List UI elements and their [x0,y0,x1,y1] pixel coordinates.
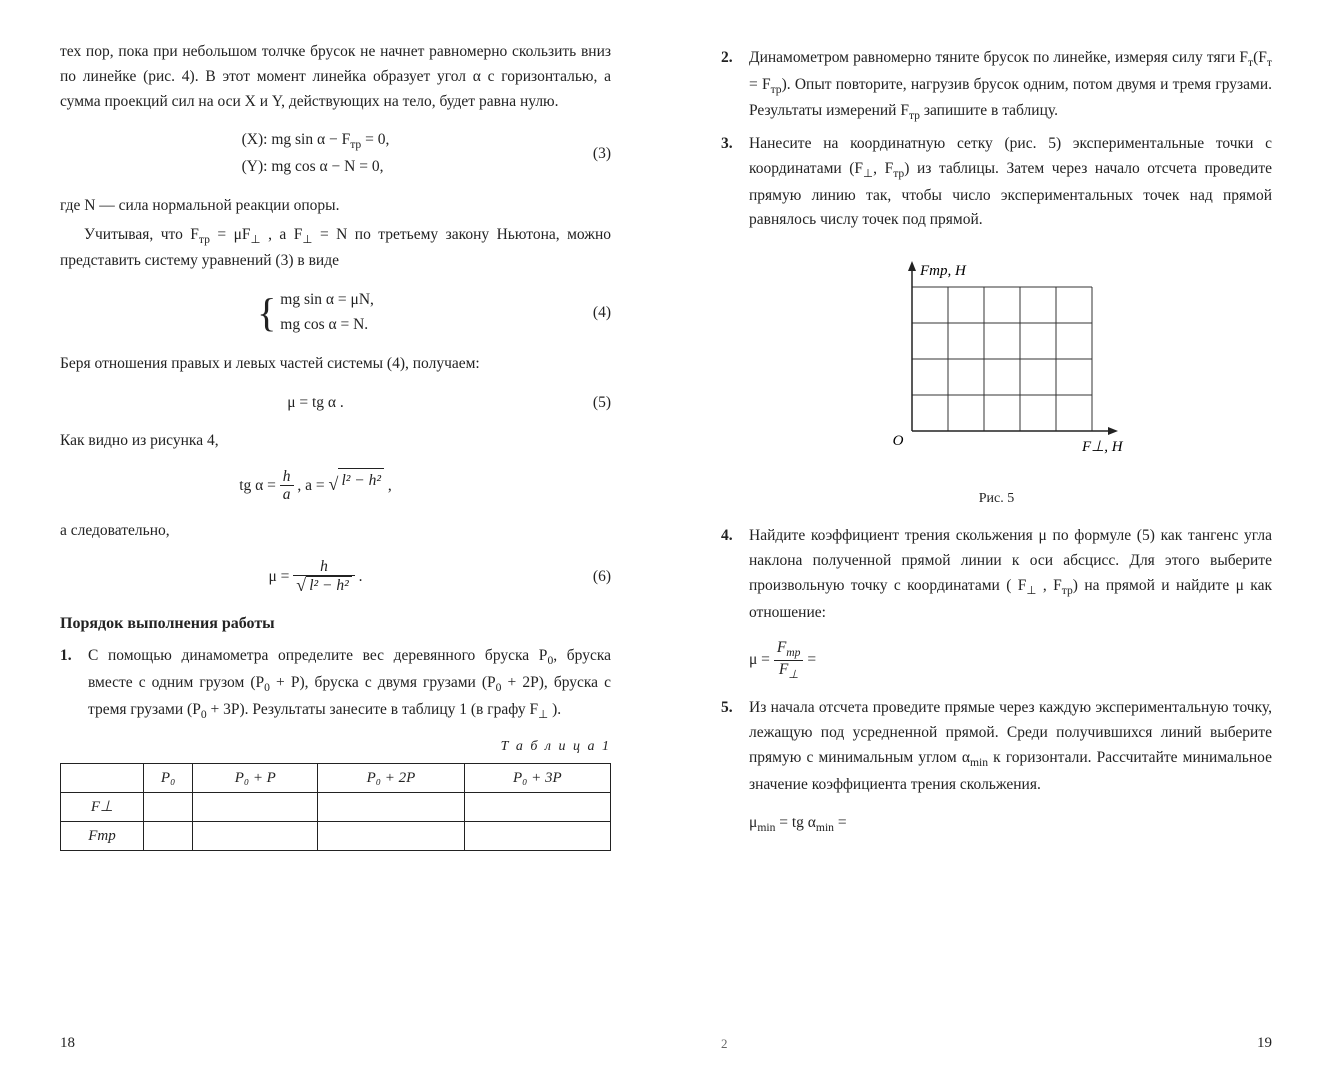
table-row: Fтр [61,821,611,850]
grid-chart: Fтр, Н F⊥, Н O [857,251,1137,471]
eq-text: tg α = [239,477,280,494]
eq-text: , [388,477,392,494]
paragraph: Учитывая, что Fтр = μF⊥ , а F⊥ = N по тр… [60,223,611,274]
eq-number: (4) [571,301,611,326]
table-header: P₀ + P [193,763,318,792]
text: , а F [261,226,303,243]
eq-text: μ = tg α . [60,391,571,416]
eq-number: (5) [571,391,611,416]
table-caption: Т а б л и ц а 1 [60,736,611,758]
equation-5: μ = tg α . (5) [60,391,611,416]
row-header: F⊥ [61,792,144,821]
text: + 3P). Результаты занесите в таблицу 1 (… [207,701,538,718]
section-heading: Порядок выполнения работы [60,611,611,637]
eq-text: mg cos α = N. [280,313,374,338]
frac-den: F⊥ [774,661,804,682]
text: , F [873,160,893,177]
figure-caption: Рис. 5 [721,488,1272,510]
table-header: P₀ + 2P [318,763,464,792]
text: Динамометром равномерно тяните брусок по… [749,49,1248,66]
step-2: 2. Динамометром равномерно тяните брусок… [721,46,1272,126]
step-number: 3. [721,132,749,233]
sqrt-body: l² − h² [338,468,384,494]
equation-3: (X): mg sin α − Fтр = 0, (Y): mg cos α −… [60,128,611,179]
svg-text:F⊥, Н: F⊥, Н [1081,439,1124,455]
eq-text: μ = [268,568,293,585]
eq-text: mg sin α = μN, [280,288,374,313]
frac-num: Fтр [774,639,804,661]
row-header: Fтр [61,821,144,850]
step-number: 2. [721,46,749,126]
text: Учитывая, что F [84,226,199,243]
text: С помощью динамометра определите вес дер… [88,647,547,664]
text: запишите в таблицу. [920,102,1058,119]
paragraph: Беря отношения правых и левых частей сис… [60,352,611,377]
page-right: 2. Динамометром равномерно тяните брусок… [666,0,1332,1080]
eq-number: (6) [571,565,611,590]
svg-text:Fтр, Н: Fтр, Н [919,263,967,279]
eq-text: = 0, [361,131,389,148]
table-header: P₀ + 3P [464,763,610,792]
frac-num: h [280,468,294,486]
text: = F [749,76,771,93]
text: + P), бруска с двумя грузами (P [270,674,496,691]
eq-text: = [807,651,816,668]
step-number: 4. [721,524,749,625]
svg-text:O: O [892,433,903,449]
frac-den: a [280,486,294,505]
text: = μF [210,226,251,243]
paragraph: а следовательно, [60,519,611,544]
equation-tg: tg α = ha , a = √l² − h² , [60,468,611,505]
equation-6: μ = h √l² − h² . (6) [60,558,611,597]
eq-text: μ = [749,651,774,668]
step-4: 4. Найдите коэффициент трения скольжения… [721,524,1272,625]
paragraph: где N — сила нормальной реакции опоры. [60,194,611,219]
table-header: P₀ [144,763,193,792]
step-3: 3. Нанесите на координатную сетку (рис. … [721,132,1272,233]
equation-mu-ratio: μ = Fтр F⊥ = [749,639,1272,682]
step-5: 5. Из начала отсчета проведите прямые че… [721,696,1272,797]
step-number: 1. [60,644,88,724]
page-left: тех пор, пока при небольшом толчке брусо… [0,0,666,1080]
paragraph: тех пор, пока при небольшом толчке брусо… [60,40,611,114]
signature-mark: 2 [721,1034,728,1055]
frac-num: h [293,558,354,576]
table-row: F⊥ [61,792,611,821]
eq-text: (X): mg sin α − F [242,131,351,148]
text: (F [1253,49,1267,66]
equation-mu-min: μmin = tg αmin = [749,811,1272,838]
table-1: P₀ P₀ + P P₀ + 2P P₀ + 3P F⊥ Fтр [60,763,611,851]
two-page-spread: тех пор, пока при небольшом толчке брусо… [0,0,1332,1080]
sqrt-body: l² − h² [306,576,352,596]
figure-5: Fтр, Н F⊥, Н O [721,251,1272,480]
eq-number: (3) [571,142,611,167]
page-number: 18 [60,1031,75,1055]
paragraph: Как видно из рисунка 4, [60,429,611,454]
text: , F [1037,577,1062,594]
eq-text: , a = [297,477,328,494]
step-1: 1. С помощью динамометра определите вес … [60,644,611,724]
step-number: 5. [721,696,749,797]
eq-text: (Y): mg cos α − N = 0, [242,155,390,180]
page-number: 19 [1257,1031,1272,1055]
equation-4: { mg sin α = μN, mg cos α = N. (4) [60,288,611,338]
table-row: P₀ P₀ + P P₀ + 2P P₀ + 3P [61,763,611,792]
text: ). [548,701,561,718]
